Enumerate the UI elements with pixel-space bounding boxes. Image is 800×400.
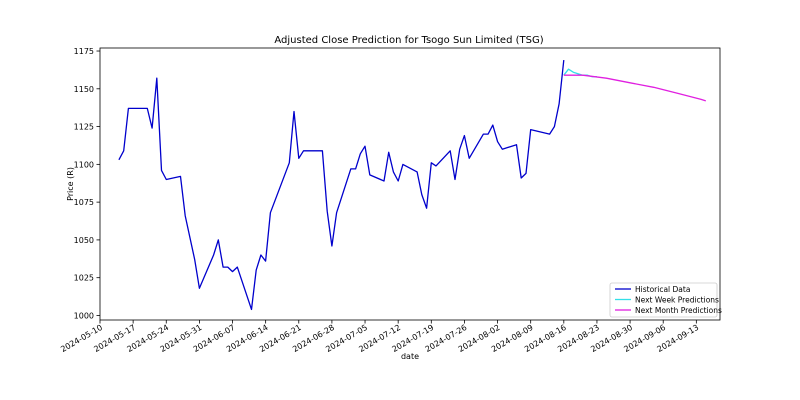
series-layer (118, 60, 706, 311)
y-tick-label: 1100 (74, 160, 94, 169)
legend-box (609, 282, 718, 318)
plot-frame (99, 47, 721, 321)
plot-area (118, 60, 706, 311)
x-axis-label: date (401, 352, 419, 361)
y-tick-label: 1175 (74, 47, 94, 56)
y-tick-label: 1125 (74, 123, 94, 132)
y-tick-label: 1150 (74, 85, 94, 94)
y-tick-label: 1000 (74, 311, 94, 320)
y-axis-label: Price (R) (66, 167, 75, 201)
x-axis: 2024-05-102024-05-172024-05-242024-05-31… (59, 320, 700, 354)
y-tick-label: 1025 (74, 274, 94, 283)
legend-entry-label: Next Week Predictions (635, 295, 719, 304)
legend-entry-label: Historical Data (635, 285, 690, 294)
y-tick-label: 1075 (74, 198, 94, 207)
series-line-historical-data (118, 60, 565, 311)
legend-entry-label: Next Month Predictions (635, 306, 722, 315)
chart-title: Adjusted Close Prediction for Tsogo Sun … (274, 35, 543, 46)
series-line-next-month-predictions (563, 74, 706, 102)
y-axis: 1000 1025 1050 1075 1100 1125 1150 1175 (74, 47, 100, 320)
y-tick-label: 1050 (74, 236, 94, 245)
